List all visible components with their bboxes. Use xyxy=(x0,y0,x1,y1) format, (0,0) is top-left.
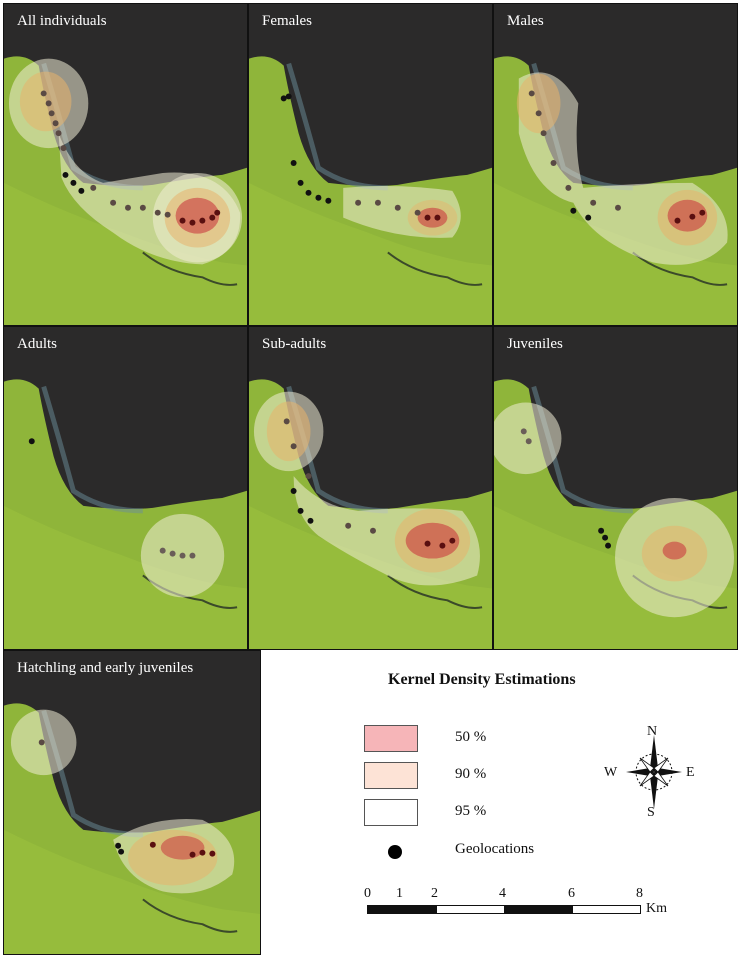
map-adults xyxy=(4,327,247,649)
map-panel-adults: Adults xyxy=(3,326,248,650)
compass-north: N xyxy=(647,724,658,739)
panel-label: Sub-adults xyxy=(262,336,327,352)
kde-50-area xyxy=(667,199,708,232)
legend-label-90: 90 % xyxy=(455,766,487,782)
geolocation-points xyxy=(280,93,441,221)
map-hatchling xyxy=(4,651,260,954)
panel-label: Hatchling and early juveniles xyxy=(17,660,194,676)
geolocation-points xyxy=(528,90,706,224)
geolocation-points xyxy=(283,418,456,549)
panel-label: Adults xyxy=(17,336,58,352)
legend-label-95: 95 % xyxy=(455,803,487,819)
scalebar-unit: Km xyxy=(646,901,667,916)
geolocation-points xyxy=(38,739,216,858)
legend-swatch-90 xyxy=(364,762,418,789)
map-panel-sub-adults: Sub-adults xyxy=(248,326,493,650)
compass-west: W xyxy=(604,765,618,780)
scalebar-tick-4: 4 xyxy=(499,886,506,901)
kde-50-area xyxy=(160,835,205,860)
map-panel-females: Females xyxy=(248,3,493,326)
map-sub-adults xyxy=(249,327,492,649)
legend-title: Kernel Density Estimations xyxy=(388,671,576,688)
scalebar xyxy=(367,905,641,914)
panel-label: All individuals xyxy=(17,13,107,29)
scalebar-tick-8: 8 xyxy=(636,886,643,901)
scalebar-tick-6: 6 xyxy=(568,886,575,901)
legend-swatch-50 xyxy=(364,725,418,752)
scalebar-tick-1: 1 xyxy=(396,886,403,901)
map-juveniles xyxy=(494,327,737,649)
panel-label: Males xyxy=(507,13,544,29)
map-panel-all-individuals: All individuals xyxy=(3,3,248,326)
scalebar-tick-2: 2 xyxy=(431,886,438,901)
panel-label: Juveniles xyxy=(507,336,563,352)
legend-label-geolocations: Geolocations xyxy=(455,841,535,857)
kde-50-area xyxy=(662,541,687,560)
kde-50-area xyxy=(405,522,460,559)
geolocation-points xyxy=(40,90,221,226)
geolocation-points xyxy=(520,428,612,549)
compass-south: S xyxy=(647,805,655,820)
legend-geolocation-dot xyxy=(388,845,402,859)
compass-east: E xyxy=(686,765,695,780)
map-panel-juveniles: Juveniles xyxy=(493,326,738,650)
panel-label: Females xyxy=(262,13,312,29)
map-females xyxy=(249,4,492,325)
geolocation-points xyxy=(28,438,196,559)
kde-50-area xyxy=(417,207,448,228)
map-panel-males: Males xyxy=(493,3,738,326)
kde-50-area xyxy=(175,197,220,234)
compass-rose xyxy=(626,735,682,809)
scalebar-tick-0: 0 xyxy=(364,886,371,901)
legend-label-50: 50 % xyxy=(455,729,487,745)
map-all-individuals xyxy=(4,4,247,325)
legend-swatch-95 xyxy=(364,799,418,826)
map-males xyxy=(494,4,737,325)
map-panel-hatchling: Hatchling and early juveniles xyxy=(3,650,261,955)
